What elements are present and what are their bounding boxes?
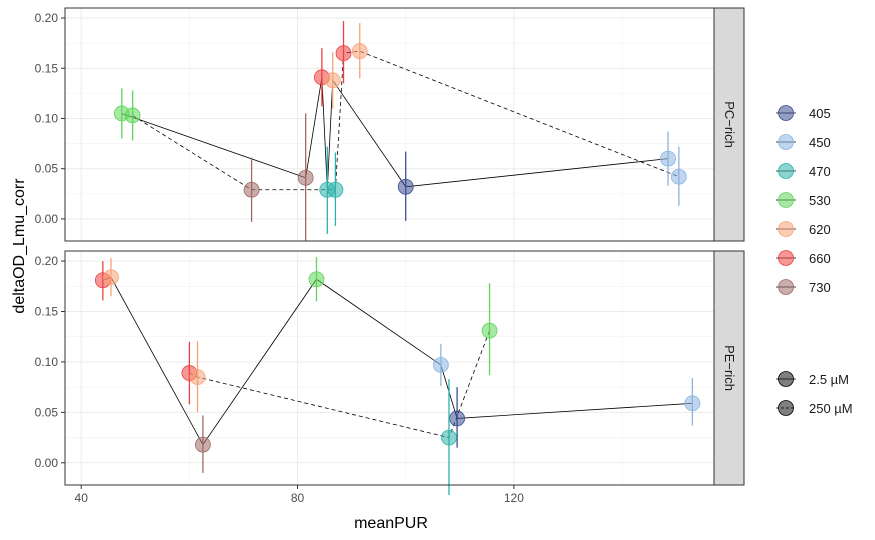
legend-key-point — [778, 250, 794, 266]
x-tick-label: 40 — [75, 491, 89, 505]
data-point — [660, 150, 676, 167]
y-tick-label: 0.20 — [35, 254, 59, 268]
data-point — [243, 181, 260, 198]
data-point — [189, 369, 206, 385]
y-tick-label: 0.20 — [35, 11, 59, 25]
legend-label: 450 — [809, 135, 831, 150]
facet-panel: PC−rich — [64, 7, 745, 242]
facet-strip-label: PC−rich — [722, 101, 737, 148]
data-point — [124, 107, 141, 124]
legend-key-point — [778, 279, 794, 295]
facet-strip-label: PE−rich — [722, 345, 737, 391]
y-tick-label: 0.15 — [35, 305, 59, 319]
data-point — [449, 410, 466, 427]
data-point — [670, 168, 687, 185]
data-point — [103, 269, 119, 286]
legend-item: 2.5 µM — [776, 371, 849, 387]
legend-label: 620 — [809, 222, 831, 237]
data-point — [441, 429, 457, 446]
x-tick-label: 120 — [504, 491, 524, 505]
y-tick-label: 0.00 — [35, 212, 59, 226]
data-point — [432, 357, 449, 373]
legend-item: 730 — [776, 279, 831, 295]
axes: 0.00 0.05 0.10 0.15 0.20 0.00 0.05 0.10 0.15 0.20… — [35, 11, 525, 505]
data-point — [308, 271, 325, 288]
y-tick-label: 0.10 — [35, 111, 59, 125]
legend-label: 405 — [809, 106, 831, 121]
panel-background — [65, 8, 714, 241]
legend-label: 730 — [809, 280, 831, 295]
legend-key-point — [778, 163, 794, 179]
data-point — [327, 181, 344, 198]
data-point — [297, 169, 314, 186]
legend-item: 530 — [776, 192, 831, 208]
legend-item: 660 — [776, 250, 831, 266]
x-axis-label: meanPUR — [354, 515, 428, 532]
legend-item: 620 — [776, 221, 831, 237]
legend-item: 470 — [776, 163, 831, 179]
y-tick-label: 0.15 — [35, 61, 59, 75]
legend-item: 405 — [776, 105, 831, 121]
facet-strip — [713, 250, 745, 486]
legend-key-point — [778, 221, 794, 237]
data-point — [351, 43, 368, 60]
y-axis-label: deltaOD_Lmu_corr — [11, 178, 28, 314]
legend-label: 530 — [809, 193, 831, 208]
legend-key-point — [778, 371, 794, 387]
legend-label: 660 — [809, 251, 831, 266]
data-point — [684, 395, 701, 412]
series-line — [189, 330, 490, 439]
legend-key-point — [778, 400, 794, 416]
y-tick-label: 0.05 — [35, 405, 59, 419]
data-point — [335, 45, 352, 62]
data-point — [324, 72, 341, 89]
facet-strip — [713, 7, 745, 242]
legend-item: 250 µM — [776, 400, 853, 416]
legend-label: 250 µM — [809, 401, 853, 416]
y-tick-label: 0.00 — [35, 456, 59, 470]
data-point — [397, 178, 414, 195]
x-tick-label: 80 — [291, 491, 305, 505]
data-point — [481, 322, 498, 339]
panel-background — [65, 251, 714, 485]
facet-panels: PC−rich PE−rich — [64, 7, 745, 496]
legend-item: 450 — [776, 134, 831, 150]
legend-key-point — [778, 134, 794, 150]
y-tick-label: 0.05 — [35, 162, 59, 176]
legend-label: 2.5 µM — [809, 372, 849, 387]
legend: 405 450 470 530 620 660 730 2.5 µM 250 µM — [776, 105, 853, 416]
series-line — [132, 50, 679, 191]
legend-key-point — [778, 192, 794, 208]
facet-panel: PE−rich — [64, 250, 745, 496]
data-point — [195, 436, 211, 453]
legend-label: 470 — [809, 164, 831, 179]
y-tick-label: 0.10 — [35, 355, 59, 369]
legend-key-point — [778, 105, 794, 121]
